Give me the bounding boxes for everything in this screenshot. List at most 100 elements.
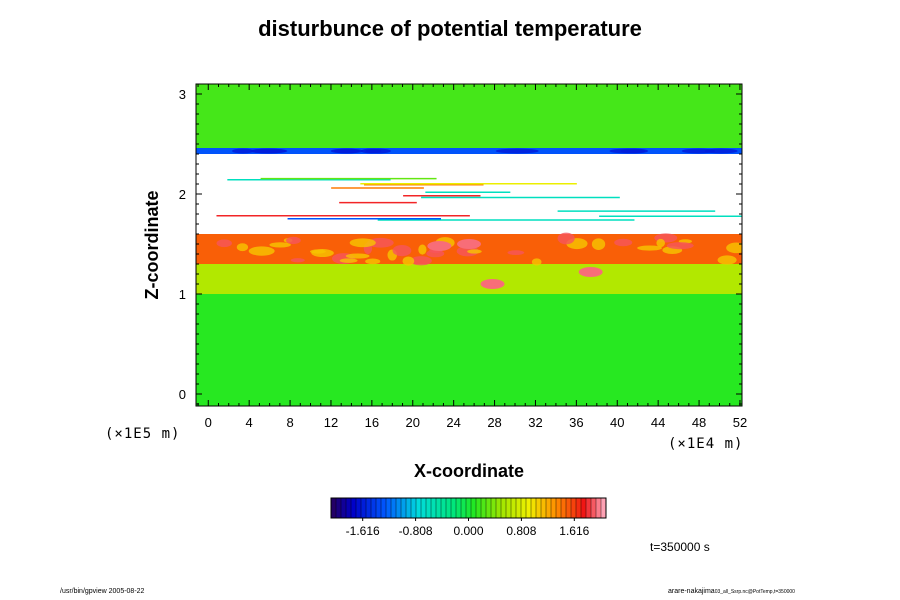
x-tick-label: 36 [569, 415, 583, 430]
colorbar-segment [555, 497, 562, 519]
footer-right-main: arare-nakajima [668, 588, 715, 595]
field-blotch [666, 242, 694, 250]
field-region-upper-layer [196, 84, 742, 152]
colorbar-segment [535, 497, 542, 519]
x-tick-label: 16 [365, 415, 379, 430]
field-region-blue-band [196, 148, 742, 154]
time-label: t=350000 s [650, 540, 710, 554]
colorbar-segment [450, 497, 457, 519]
x-scale-note: (×1E4 m) [668, 436, 744, 452]
colorbar-segment [430, 497, 437, 519]
colorbar-tick-label: 0.808 [506, 524, 536, 538]
footer-right-sub: 03_all_Ssrp.nc@PotTemp,t=350000 [714, 589, 795, 595]
field-blotch [410, 256, 432, 266]
colorbar-segment [515, 497, 522, 519]
field-blotch [507, 250, 525, 256]
heatmap-field [196, 84, 742, 406]
field-blotch [656, 238, 665, 248]
colorbar-segment [440, 497, 447, 519]
field-blotch [345, 253, 370, 259]
colorbar-tick-label: 0.000 [453, 524, 483, 538]
colorbar-segment [530, 497, 537, 519]
colorbar-segment [560, 497, 567, 519]
field-cold-patch [250, 148, 286, 154]
colorbar-segment [345, 497, 352, 519]
colorbar-segment [395, 497, 402, 519]
colorbar-segment [455, 497, 462, 519]
field-blotch [216, 239, 232, 248]
colorbar-segment [570, 497, 577, 519]
y-tick-label: 3 [179, 87, 186, 102]
colorbar-segment [360, 497, 367, 519]
x-tick-label: 24 [446, 415, 460, 430]
field-hotspot [427, 241, 452, 251]
colorbar-segment [355, 497, 362, 519]
x-tick-label: 12 [324, 415, 338, 430]
field-blotch [726, 242, 742, 254]
colorbar-segment [460, 497, 467, 519]
colorbar-segment [465, 497, 472, 519]
field-blotch [531, 258, 542, 266]
x-tick-label: 32 [528, 415, 542, 430]
colorbar-segment [575, 497, 582, 519]
field-blotch [392, 244, 412, 257]
field-blotch [637, 245, 663, 251]
colorbar-segment [390, 497, 397, 519]
colorbar-segment [435, 497, 442, 519]
y-axis-title: Z-coordinate [142, 190, 162, 299]
x-tick-label: 28 [487, 415, 501, 430]
colorbar-segment [445, 497, 452, 519]
field-cold-patch [232, 148, 254, 154]
field-cold-patch [609, 148, 646, 154]
field-blotch [248, 246, 275, 256]
y-tick-label: 1 [179, 287, 186, 302]
colorbar-segment [330, 497, 337, 519]
colorbar-segment [525, 497, 532, 519]
colorbar-segment [350, 497, 357, 519]
field-blotch [591, 238, 606, 250]
field-cold-patch [495, 148, 539, 154]
colorbar-segment [495, 497, 502, 519]
field-blotch [236, 243, 249, 252]
colorbar-segment [590, 497, 597, 519]
field-blotch [349, 238, 376, 248]
x-axis-title: X-coordinate [414, 461, 524, 481]
y-tick-label: 0 [179, 387, 186, 402]
colorbar-segment [340, 497, 347, 519]
x-axis: 0 4 8 12 16 20 24 28 32 36 40 44 48 52 [197, 84, 747, 430]
x-tick-label: 40 [610, 415, 624, 430]
colorbar-segment [480, 497, 487, 519]
x-tick-label: 20 [406, 415, 420, 430]
x-tick-label: 52 [733, 415, 747, 430]
colorbar-segment [580, 497, 587, 519]
x-tick-label: 44 [651, 415, 665, 430]
colorbar-segment [595, 497, 602, 519]
field-blotch [365, 258, 381, 265]
colorbar-segment [585, 497, 592, 519]
field-blotch [717, 255, 737, 265]
colorbar-segment [500, 497, 507, 519]
colorbar-segment [485, 497, 492, 519]
field-cold-patch [330, 148, 364, 154]
y-scale-note: (×1E5 m) [105, 426, 181, 442]
colorbar-segment [540, 497, 547, 519]
colorbar-segment [365, 497, 372, 519]
colorbar-segment [370, 497, 377, 519]
field-cold-patch [365, 148, 391, 154]
colorbar-segment [425, 497, 432, 519]
field-region-transition-layer [196, 264, 742, 294]
colorbar: -1.616 -0.808 0.000 0.808 1.616 [330, 497, 607, 538]
x-tick-label: 0 [205, 415, 212, 430]
colorbar-segment [475, 497, 482, 519]
colorbar-segment [565, 497, 572, 519]
plot-frame [195, 83, 743, 407]
field-hotspot [480, 279, 505, 289]
colorbar-segment [510, 497, 517, 519]
colorbar-segment [380, 497, 387, 519]
field-region-lower-layer [196, 294, 742, 406]
colorbar-segment [520, 497, 527, 519]
colorbar-segment [420, 497, 427, 519]
colorbar-segment [385, 497, 392, 519]
chart-title: disturbunce of potential temperature [258, 16, 642, 41]
